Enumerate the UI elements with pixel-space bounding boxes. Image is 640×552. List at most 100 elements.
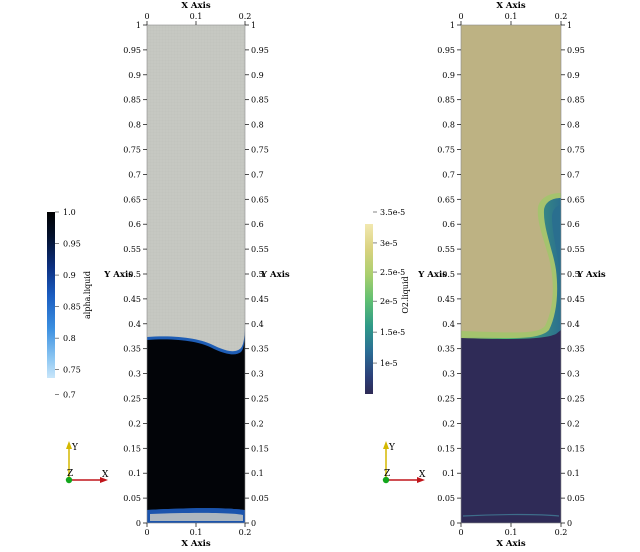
x-axis-title-top: X Axis [496, 1, 525, 11]
y-tick-label-left: 0.25 [123, 395, 141, 404]
y-tick-label-left: 0 [136, 519, 141, 528]
y-tick-label-left: 0.85 [123, 96, 141, 105]
y-tick-label-left: 0.95 [437, 46, 455, 55]
o2-plume-inner [552, 205, 561, 290]
y-tick-label-left: 0.85 [437, 96, 455, 105]
y-tick-label-left: 0.1 [442, 469, 455, 478]
y-tick-label-right: 0.45 [567, 295, 585, 304]
o2-bottom-line [462, 513, 560, 517]
y-tick-label-left: 0.9 [442, 71, 455, 80]
y-tick-label-left: 1 [450, 21, 455, 30]
o2-colorbar[interactable] [365, 224, 373, 394]
x-tick-label-top: 0.1 [190, 12, 203, 21]
colorbar-tick-label: 2e-5 [380, 297, 398, 306]
y-tick-label-right: 0.65 [251, 195, 269, 204]
alpha-colorbar[interactable] [47, 212, 55, 378]
orientation-y-label: Y [71, 443, 79, 453]
y-tick-label-right: 0.95 [251, 46, 269, 55]
y-tick-label-right: 0.65 [567, 195, 585, 204]
x-tick-label-top: 0 [458, 12, 463, 21]
x-arrow-head [417, 477, 425, 483]
colorbar-tick-label: 1e-5 [380, 359, 398, 368]
y-tick-label-left: 0.75 [437, 146, 455, 155]
y-tick-label-right: 1 [251, 21, 256, 30]
y-tick-label-right: 0.8 [567, 121, 580, 130]
y-tick-label-left: 0.3 [128, 370, 141, 379]
y-tick-label-left: 0 [450, 519, 455, 528]
y-tick-label-left: 0.2 [128, 419, 141, 428]
y-axis-title-left: Y Axis [103, 270, 133, 280]
x-axis-title-bottom: X Axis [496, 539, 525, 548]
x-tick-label-bottom: 0.1 [505, 528, 518, 537]
y-tick-label-left: 0.4 [128, 320, 141, 329]
y-tick-label-left: 0.7 [442, 170, 455, 179]
colorbar-tick-label: 0.9 [63, 271, 76, 280]
z-arrow-dot [65, 476, 73, 484]
y-tick-label-right: 0.55 [251, 245, 269, 254]
orientation-z-label: Z [384, 469, 390, 479]
alpha-orientation-axes [65, 441, 108, 484]
colorbar-tick-label: 3e-5 [380, 239, 398, 248]
y-tick-label-left: 0.6 [128, 220, 141, 229]
y-tick-label-left: 0.8 [128, 121, 141, 130]
colorbar-tick-label: 0.95 [63, 240, 81, 249]
x-tick-label-bottom: 0.2 [239, 528, 252, 537]
y-tick-label-right: 0.6 [251, 220, 264, 229]
y-tick-label-right: 0.35 [251, 345, 269, 354]
x-tick-label-top: 0.2 [555, 12, 568, 21]
y-tick-label-right: 0.5 [251, 270, 264, 279]
y-tick-label-right: 0.8 [251, 121, 264, 130]
y-arrow-head [383, 441, 389, 449]
y-axis-title-left: Y Axis [417, 270, 447, 280]
y-tick-label-left: 0.7 [128, 170, 141, 179]
y-tick-label-left: 0.55 [437, 245, 455, 254]
alpha-bottom-core [150, 512, 243, 521]
x-tick-label-top: 0 [144, 12, 149, 21]
y-tick-label-left: 0.3 [442, 370, 455, 379]
y-tick-label-left: 0.45 [437, 295, 455, 304]
z-arrow-dot [382, 476, 390, 484]
x-tick-label-bottom: 0.1 [190, 528, 203, 537]
y-tick-label-left: 0.8 [442, 121, 455, 130]
y-tick-label-left: 0.15 [123, 444, 141, 453]
y-tick-label-right: 0.75 [251, 146, 269, 155]
orientation-x-label: X [102, 470, 109, 480]
y-tick-label-right: 0.05 [251, 494, 269, 503]
x-tick-label-top: 0.1 [505, 12, 518, 21]
x-axis-title-top: X Axis [181, 1, 210, 11]
x-tick-label-top: 0.2 [239, 12, 252, 21]
o2-colorbar-ramp [365, 224, 373, 394]
colorbar-tick-label: 0.8 [63, 334, 76, 343]
y-tick-label-left: 0.5 [128, 270, 141, 279]
orientation-x-label: X [419, 470, 426, 480]
y-tick-label-right: 0.05 [567, 494, 585, 503]
alpha-liquid-view[interactable] [146, 24, 246, 524]
y-tick-label-right: 0.95 [567, 46, 585, 55]
y-axis-title-right: Y Axis [260, 270, 290, 280]
y-tick-label-left: 0.65 [437, 195, 455, 204]
y-tick-label-right: 0.3 [251, 370, 264, 379]
y-tick-label-right: 0.7 [251, 170, 264, 179]
y-tick-label-right: 0.3 [567, 370, 580, 379]
y-tick-label-right: 0.2 [567, 419, 580, 428]
y-tick-label-left: 0.05 [437, 494, 455, 503]
colorbar-title: alpha.liquid [83, 271, 92, 319]
alpha-colorbar-ramp [47, 212, 55, 378]
y-tick-label-left: 0.25 [437, 395, 455, 404]
y-tick-label-right: 0.35 [567, 345, 585, 354]
y-tick-label-left: 0.6 [442, 220, 455, 229]
y-tick-label-right: 0 [567, 519, 572, 528]
y-tick-label-right: 0.75 [567, 146, 585, 155]
y-tick-label-right: 0.7 [567, 170, 580, 179]
y-tick-label-right: 0 [251, 519, 256, 528]
x-arrow-head [100, 477, 108, 483]
y-arrow-head [66, 441, 72, 449]
o2-liquid-region [461, 330, 561, 523]
y-tick-label-right: 0.15 [567, 444, 585, 453]
o2-liquid-view[interactable] [460, 24, 562, 524]
colorbar-tick-label: 0.7 [63, 391, 76, 400]
y-tick-label-left: 0.9 [128, 71, 141, 80]
x-tick-label-bottom: 0.2 [555, 528, 568, 537]
